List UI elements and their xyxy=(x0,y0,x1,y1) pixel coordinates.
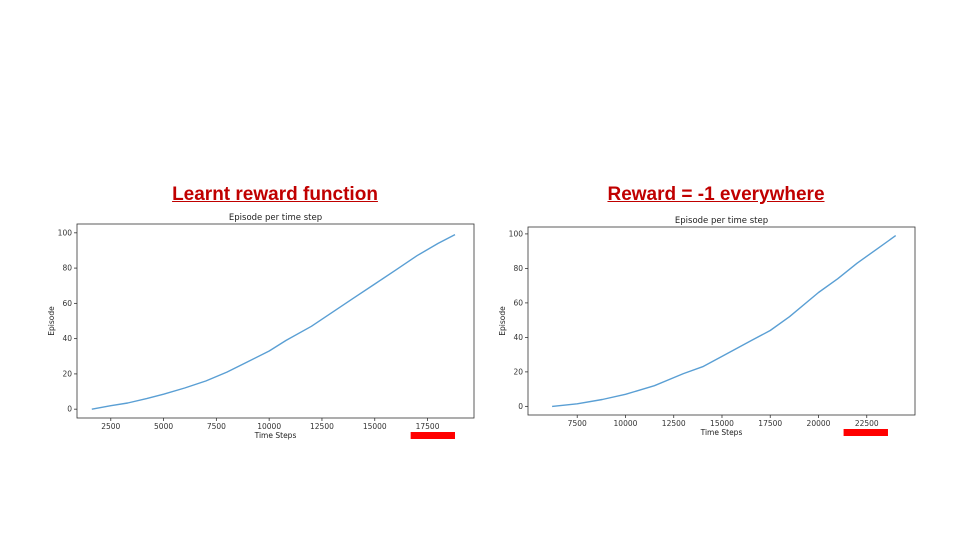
y-tick-label: 60 xyxy=(513,298,523,307)
y-axis-label: Episode xyxy=(498,306,507,336)
y-tick-label: 60 xyxy=(62,299,72,308)
y-tick-label: 20 xyxy=(62,369,72,378)
y-tick-label: 0 xyxy=(67,405,72,414)
x-tick-label: 10000 xyxy=(257,422,281,431)
heading-reward-minus-one: Reward = -1 everywhere xyxy=(607,184,825,205)
y-tick-label: 100 xyxy=(58,228,73,237)
x-tick-label: 5000 xyxy=(154,422,173,431)
x-tick-label: 17500 xyxy=(416,422,440,431)
y-tick-label: 20 xyxy=(513,367,523,376)
red-highlight-bar xyxy=(410,432,455,439)
x-axis-label: Time Steps xyxy=(700,428,743,437)
chart-title: Episode per time step xyxy=(229,213,322,223)
x-tick-label: 20000 xyxy=(807,419,831,428)
x-tick-label: 15000 xyxy=(710,419,734,428)
plot-frame xyxy=(76,223,475,419)
y-tick-label: 40 xyxy=(62,334,72,343)
y-tick-label: 40 xyxy=(513,333,523,342)
heading-learnt-reward: Learnt reward function xyxy=(172,184,378,205)
y-tick-label: 80 xyxy=(62,264,72,273)
x-tick-label: 2500 xyxy=(101,422,120,431)
x-tick-label: 12500 xyxy=(662,419,686,428)
episode-series-line xyxy=(91,233,456,410)
x-tick-label: 7500 xyxy=(207,422,226,431)
x-axis-label: Time Steps xyxy=(254,431,297,440)
y-tick-label: 0 xyxy=(518,402,523,411)
red-highlight-bar xyxy=(843,429,888,436)
x-tick-label: 17500 xyxy=(758,419,782,428)
y-tick-label: 100 xyxy=(509,229,524,238)
plot-frame xyxy=(527,226,916,416)
y-axis-label: Episode xyxy=(47,306,56,336)
chart-title: Episode per time step xyxy=(675,216,768,226)
x-tick-label: 10000 xyxy=(614,419,638,428)
x-tick-label: 7500 xyxy=(568,419,587,428)
y-tick-label: 80 xyxy=(513,264,523,273)
x-tick-label: 12500 xyxy=(310,422,334,431)
x-tick-label: 22500 xyxy=(855,419,879,428)
episode-series-line xyxy=(552,235,897,408)
x-tick-label: 15000 xyxy=(363,422,387,431)
